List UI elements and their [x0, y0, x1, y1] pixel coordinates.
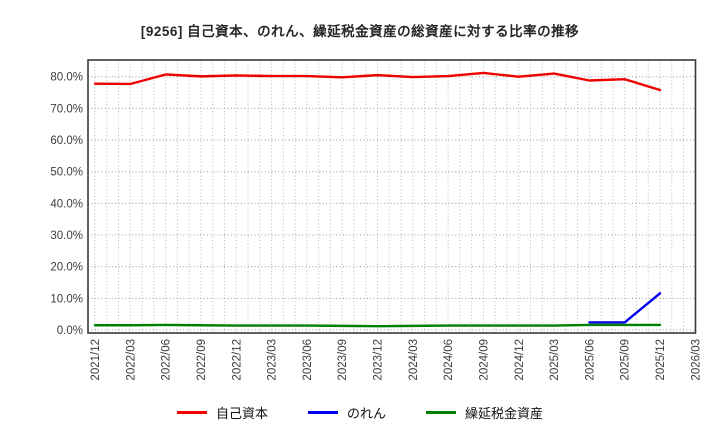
deferred-tax-line-swatch — [426, 411, 456, 414]
legend-item-equity: 自己資本 — [176, 403, 268, 422]
x-tick-label: 2025/09 — [620, 339, 632, 381]
equity-line-swatch — [176, 411, 207, 414]
y-tick-label: 0.0% — [57, 325, 83, 337]
x-tick-label: 2024/09 — [478, 339, 490, 381]
x-tick-label: 2021/12 — [90, 339, 102, 381]
y-tick-label: 20.0% — [50, 262, 83, 274]
x-tick-label: 2025/06 — [584, 339, 596, 381]
y-tick-label: 60.0% — [50, 135, 83, 147]
x-tick-label: 2024/06 — [443, 339, 455, 381]
x-tick-label: 2026/03 — [690, 339, 702, 381]
legend-item-goodwill: のれん — [307, 403, 386, 422]
plot-border — [87, 59, 697, 334]
y-tick-label: 40.0% — [50, 198, 83, 210]
legend-label-equity: 自己資本 — [215, 406, 268, 421]
x-tick-label: 2022/12 — [231, 339, 243, 381]
chart-legend: 自己資本 のれん 繰延税金資産 — [0, 403, 720, 422]
y-tick-label: 30.0% — [50, 230, 83, 242]
x-tick-label: 2022/09 — [196, 339, 208, 381]
series-line-1 — [588, 292, 662, 324]
legend-label-deferred-tax: 繰延税金資産 — [465, 406, 544, 421]
x-tick-label: 2025/12 — [655, 339, 667, 381]
series-line-2 — [93, 323, 662, 328]
x-tick-label: 2023/03 — [267, 339, 279, 381]
x-tick-label: 2024/12 — [514, 339, 526, 381]
x-tick-label: 2025/03 — [549, 339, 561, 381]
x-tick-label: 2022/06 — [161, 339, 173, 381]
legend-label-goodwill: のれん — [346, 406, 386, 421]
y-tick-label: 70.0% — [50, 103, 83, 115]
y-tick-label: 80.0% — [50, 72, 83, 84]
x-tick-label: 2023/06 — [302, 339, 314, 381]
y-tick-label: 50.0% — [50, 167, 83, 179]
x-tick-label: 2023/12 — [373, 339, 385, 381]
legend-item-deferred-tax: 繰延税金資産 — [426, 403, 543, 422]
x-tick-label: 2023/09 — [337, 339, 349, 381]
goodwill-line-swatch — [307, 411, 338, 414]
series-line-0 — [93, 71, 662, 92]
y-tick-label: 10.0% — [50, 293, 83, 305]
x-tick-label: 2022/03 — [125, 339, 137, 381]
chart-title: [9256] 自己資本、のれん、繰延税金資産の総資産に対する比率の推移 — [140, 24, 580, 39]
x-tick-label: 2024/03 — [408, 339, 420, 381]
